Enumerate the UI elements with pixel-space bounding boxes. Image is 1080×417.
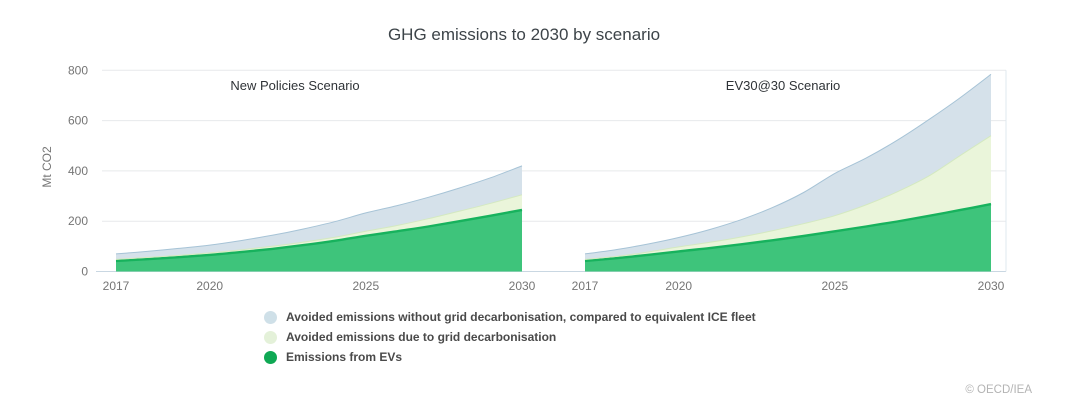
line-ev30-emissions-from-evs	[584, 202, 992, 263]
line-nps-emissions-from-evs	[115, 208, 523, 263]
line-nps-avoided-emissions-without-grid-decarbonisati	[115, 165, 523, 255]
x-tick-label: 2025	[352, 279, 379, 293]
legend: Avoided emissions without grid decarboni…	[264, 310, 756, 364]
legend-label: Avoided emissions due to grid decarbonis…	[286, 330, 557, 344]
legend-label: Emissions from EVs	[286, 350, 403, 364]
y-tick-label: 600	[68, 114, 88, 128]
x-tick-label: 2017	[103, 279, 130, 293]
y-tick-label: 800	[68, 63, 88, 77]
legend-dot-avoided-grid-decarbonisation	[264, 330, 277, 344]
y-tick-label: 200	[68, 214, 88, 228]
area-nps-emissions-from-evs	[116, 209, 522, 272]
y-tick-label: 400	[68, 164, 88, 178]
line-ev30-avoided-emissions-due-to-grid-decarbonisatio	[584, 135, 992, 260]
legend-dot-emissions-from-evs	[264, 350, 277, 364]
legend-item-avoided-grid-decarbonisation: Avoided emissions due to grid decarbonis…	[264, 330, 756, 344]
x-tick-label: 2020	[196, 279, 223, 293]
x-tick-label: 2020	[665, 279, 692, 293]
panel-title-new-policies: New Policies Scenario	[230, 78, 360, 93]
y-tick-label: 0	[81, 265, 88, 279]
panel-title-ev30at30: EV30@30 Scenario	[725, 78, 841, 93]
x-tick-label: 2030	[509, 279, 536, 293]
line-nps-avoided-emissions-due-to-grid-decarbonisatio	[115, 194, 523, 260]
legend-item-emissions-from-evs: Emissions from EVs	[264, 350, 756, 364]
line-ev30-avoided-emissions-without-grid-decarbonisati	[584, 73, 992, 255]
legend-label: Avoided emissions without grid decarboni…	[286, 310, 756, 324]
chart-title: GHG emissions to 2030 by scenario	[387, 25, 661, 44]
area-ev30-emissions-from-evs	[585, 204, 991, 272]
legend-dot-avoided-without-grid	[264, 310, 277, 324]
x-tick-label: 2025	[821, 279, 848, 293]
x-tick-label: 2030	[978, 279, 1005, 293]
copyright-notice: © OECD/IEA	[965, 384, 1032, 396]
legend-item-avoided-without-grid: Avoided emissions without grid decarboni…	[264, 310, 756, 324]
x-tick-label: 2017	[572, 279, 599, 293]
